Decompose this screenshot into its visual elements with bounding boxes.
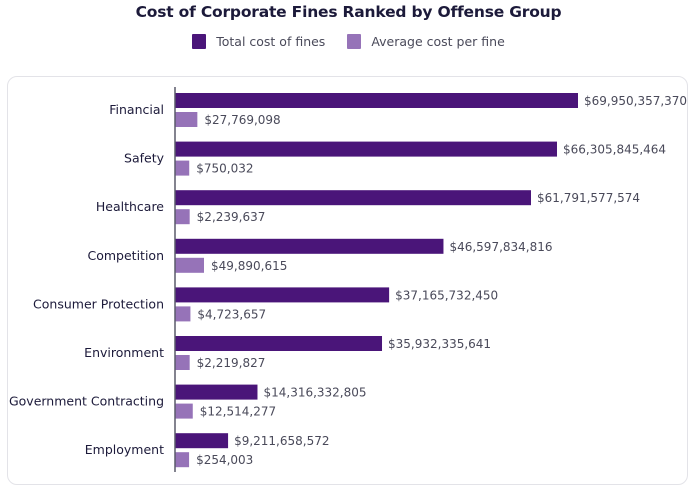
bar-average-healthcare[interactable] <box>175 209 190 225</box>
category-label-competition: Competition <box>88 248 165 263</box>
legend-label-average: Average cost per fine <box>371 34 505 49</box>
chart-title: Cost of Corporate Fines Ranked by Offens… <box>135 3 562 21</box>
legend: Total cost of fines Average cost per fin… <box>0 34 697 49</box>
value-label-total-employment: $9,211,658,572 <box>234 434 329 448</box>
bar-total-government-contracting[interactable] <box>175 384 258 400</box>
category-label-consumer-protection: Consumer Protection <box>33 296 164 311</box>
value-label-total-consumer-protection: $37,165,732,450 <box>395 288 498 302</box>
value-label-total-environment: $35,932,335,641 <box>388 337 491 351</box>
value-label-average-consumer-protection: $4,723,657 <box>197 307 266 321</box>
value-label-total-financial: $69,950,357,370 <box>584 94 687 108</box>
value-label-average-employment: $254,003 <box>196 453 253 467</box>
value-label-average-government-contracting: $12,514,277 <box>200 405 276 419</box>
legend-swatch-total <box>192 34 207 49</box>
category-label-healthcare: Healthcare <box>96 199 164 214</box>
bar-average-competition[interactable] <box>175 257 204 273</box>
value-label-average-financial: $27,769,098 <box>204 113 280 127</box>
bar-average-environment[interactable] <box>175 355 190 370</box>
value-label-average-healthcare: $2,239,637 <box>197 210 266 224</box>
bar-average-financial[interactable] <box>175 112 198 127</box>
bar-average-employment[interactable] <box>175 452 190 468</box>
bar-total-safety[interactable] <box>175 141 558 157</box>
bar-total-financial[interactable] <box>175 93 578 108</box>
bar-total-consumer-protection[interactable] <box>175 287 390 303</box>
bar-total-healthcare[interactable] <box>175 190 531 206</box>
bar-average-safety[interactable] <box>175 160 190 176</box>
legend-swatch-average <box>347 34 362 49</box>
bar-total-employment[interactable] <box>175 433 229 449</box>
legend-item-average[interactable]: Average cost per fine <box>347 34 505 49</box>
legend-label-total: Total cost of fines <box>216 34 326 49</box>
category-label-employment: Employment <box>85 442 164 457</box>
value-label-total-government-contracting: $14,316,332,805 <box>263 386 366 400</box>
bar-average-government-contracting[interactable] <box>175 403 193 419</box>
bar-total-environment[interactable] <box>175 336 383 351</box>
value-label-average-competition: $49,890,615 <box>211 259 287 273</box>
value-label-total-safety: $66,305,845,464 <box>563 143 666 157</box>
bar-total-competition[interactable] <box>175 238 444 254</box>
value-label-total-healthcare: $61,791,577,574 <box>537 191 640 205</box>
bar-average-consumer-protection[interactable] <box>175 306 191 322</box>
category-label-safety: Safety <box>124 151 165 166</box>
legend-item-total[interactable]: Total cost of fines <box>192 34 325 49</box>
value-label-total-competition: $46,597,834,816 <box>449 240 552 254</box>
category-label-government-contracting: Government Contracting <box>9 394 164 409</box>
category-label-financial: Financial <box>109 102 164 117</box>
value-label-average-safety: $750,032 <box>196 162 253 176</box>
category-label-environment: Environment <box>84 345 164 360</box>
value-label-average-environment: $2,219,827 <box>197 356 266 370</box>
